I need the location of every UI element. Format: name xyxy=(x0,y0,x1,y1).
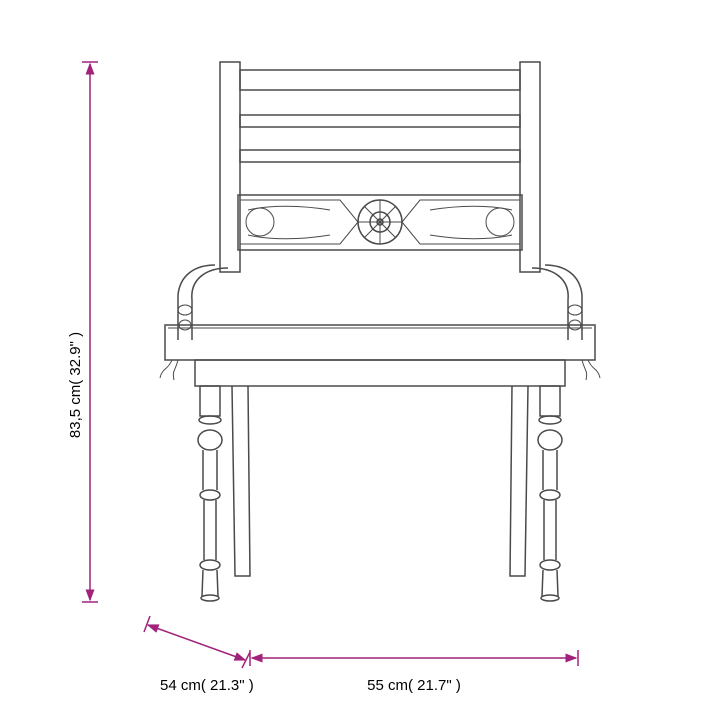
svg-text:55 cm( 21.7" ): 55 cm( 21.7" ) xyxy=(367,677,461,694)
dimension-diagram: 83,5 cm( 32.9" ) 54 cm( 21.3" ) 55 cm( 2… xyxy=(0,0,724,724)
width-cm: 55 cm xyxy=(367,677,408,694)
height-cm: 83,5 cm xyxy=(67,385,84,438)
chair-arms xyxy=(178,265,582,340)
height-in: 32.9" xyxy=(67,341,84,376)
depth-cm: 54 cm xyxy=(160,677,201,694)
carved-panel xyxy=(238,195,522,250)
seat-cushion xyxy=(160,325,600,380)
svg-text:83,5 cm( 32.9" ): 83,5 cm( 32.9" ) xyxy=(67,332,84,438)
chair-illustration xyxy=(160,62,600,601)
width-in: 21.7" xyxy=(417,677,452,694)
depth-in: 21.3" xyxy=(210,677,245,694)
front-legs xyxy=(198,386,562,601)
width-dimension: 55 cm( 21.7" ) xyxy=(250,650,578,694)
depth-dimension: 54 cm( 21.3" ) xyxy=(144,616,254,694)
svg-text:54 cm( 21.3" ): 54 cm( 21.3" ) xyxy=(160,677,254,694)
height-dimension: 83,5 cm( 32.9" ) xyxy=(67,62,98,602)
back-legs xyxy=(232,386,528,576)
